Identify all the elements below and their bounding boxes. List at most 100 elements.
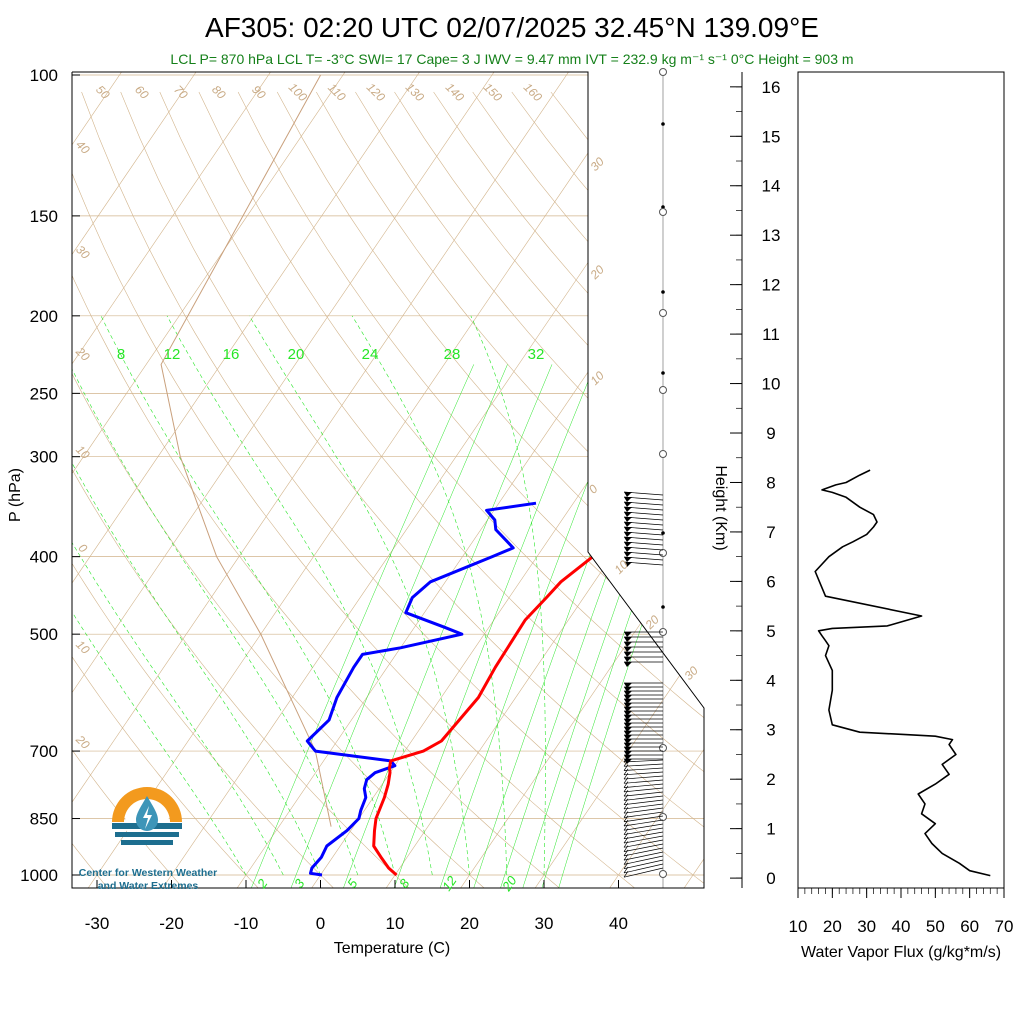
isotherm-label: 150	[481, 80, 505, 104]
wind-barb	[623, 867, 664, 878]
wind-barb-flag	[624, 747, 632, 752]
parcel-path-line	[160, 74, 332, 827]
wind-barb-flag	[624, 711, 632, 716]
wind-barb	[623, 759, 664, 763]
wind-barb	[623, 847, 664, 857]
height-tick-label: 10	[762, 375, 781, 394]
flux-tick-label: 60	[960, 917, 979, 936]
wind-barb-feather	[623, 794, 629, 801]
height-tick-label: 6	[766, 572, 775, 591]
isotherm-label: 140	[443, 80, 467, 104]
wind-barb	[623, 807, 664, 814]
wind-barb-feather	[623, 798, 629, 805]
wind-barb-flag	[624, 695, 632, 700]
dry-adiabat-line	[72, 91, 489, 888]
pressure-tick-label: 200	[30, 307, 58, 326]
calm-wind-circle	[659, 813, 667, 821]
temperature-tick-label: 10	[386, 914, 405, 933]
moist-adiabat-line	[351, 315, 508, 876]
height-tick-label: 8	[766, 473, 775, 492]
wind-barb-flag	[624, 699, 632, 704]
wind-barb-flag	[624, 662, 632, 667]
wind-barb	[623, 799, 664, 806]
flux-tick-label: 30	[857, 917, 876, 936]
wind-level-dot	[661, 605, 665, 609]
pressure-tick-label: 300	[30, 448, 58, 467]
wind-barb	[623, 831, 664, 840]
wind-barb	[623, 819, 664, 827]
temperature-axis-label: Temperature (C)	[334, 940, 450, 957]
wind-barb-feather	[623, 858, 629, 865]
height-tick-label: 11	[762, 325, 780, 344]
isotherm-label: 30	[73, 242, 93, 262]
wind-barb-flag	[624, 647, 632, 652]
dry-adiabat-line	[550, 91, 704, 888]
dry-adiabat-line	[472, 91, 704, 888]
pressure-tick-label: 1000	[20, 866, 58, 885]
pressure-tick-label: 150	[30, 207, 58, 226]
isotherm-line	[72, 72, 281, 888]
mixing-ratio-label: 28	[444, 346, 461, 363]
wind-barb-flag	[624, 703, 632, 708]
wind-barb-flag	[624, 687, 632, 692]
wind-barb-feather	[623, 768, 629, 775]
isotherm-label: 20	[642, 612, 662, 632]
moist-adiabat-line	[72, 315, 284, 876]
isotherm-line	[72, 72, 505, 888]
flux-tick-label: 70	[995, 917, 1014, 936]
wind-barb-flag	[624, 522, 632, 527]
wind-barb-flag	[624, 657, 632, 662]
wind-barb-feather	[623, 845, 629, 852]
height-tick-label: 1	[766, 820, 775, 839]
wind-barb	[623, 859, 664, 870]
wind-barb	[623, 763, 664, 767]
wind-barb-feather	[623, 755, 629, 763]
isotherm-label: 60	[132, 82, 152, 102]
isotherm-label: 120	[364, 80, 388, 104]
wind-barb	[623, 767, 664, 771]
wind-barb	[623, 779, 664, 784]
wind-barb-flag	[624, 517, 632, 522]
lightning-icon	[143, 806, 152, 829]
wind-barb-flag	[624, 527, 632, 532]
wind-barb-flag	[624, 552, 632, 557]
wind-barb-feather	[623, 772, 629, 780]
dry-adiabat-line	[72, 91, 263, 888]
pressure-tick-label: 400	[30, 548, 58, 567]
flux-tick-label: 40	[892, 917, 911, 936]
wind-barb-flag	[624, 632, 632, 637]
wind-barb-feather	[623, 764, 629, 771]
dry-adiabat-line	[72, 91, 187, 888]
wind-barb-flag	[624, 723, 632, 728]
height-axis-label: Height (Km)	[712, 465, 729, 550]
wind-barb-feather	[623, 828, 629, 835]
moist-adiabat-line	[470, 315, 546, 875]
height-tick-label: 16	[762, 78, 781, 97]
logo-sun-arc	[112, 787, 182, 822]
wind-barb-flag	[624, 731, 632, 736]
isotherm-line	[383, 72, 704, 888]
wind-barb-flag	[624, 735, 632, 740]
wind-barb-feather	[623, 866, 629, 874]
wind-barb-feather	[623, 777, 629, 784]
mixing-ratio-label: 8	[117, 346, 125, 363]
isotherm-label: 70	[171, 82, 191, 102]
wind-barb-feather	[623, 789, 629, 797]
wind-barb	[623, 827, 664, 835]
wind-barb-flag	[624, 715, 632, 720]
dry-adiabat-line	[72, 91, 338, 888]
wind-barb	[623, 839, 664, 848]
dry-adiabat-line	[355, 91, 704, 888]
pressure-tick-label: 100	[30, 66, 58, 85]
wind-barb-flag	[624, 707, 632, 712]
wind-barbs	[623, 68, 667, 888]
isotherm-label: 110	[325, 80, 349, 104]
dry-adiabat-line	[120, 91, 704, 888]
wind-barb-feather	[623, 849, 629, 857]
dry-adiabat-line	[276, 91, 704, 888]
mixing-ratio-label: 20	[288, 346, 305, 363]
isotherm-label: 10	[73, 442, 93, 462]
flux-profile-line	[814, 469, 991, 877]
wind-barb	[623, 823, 664, 831]
